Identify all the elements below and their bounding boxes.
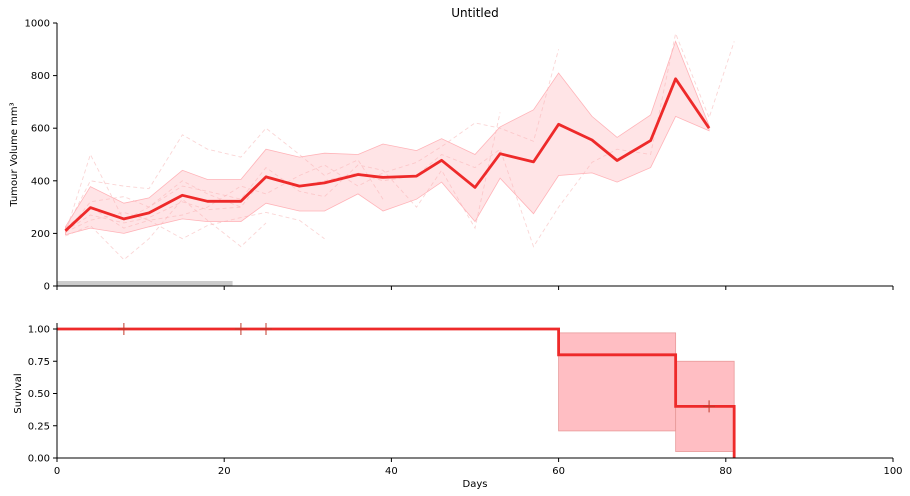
- y-tick-label: 800: [31, 71, 50, 82]
- treatment-bar: [57, 281, 233, 286]
- x-tick-label: 80: [719, 466, 732, 477]
- x-tick-label: 0: [54, 466, 60, 477]
- axes: 0 200 400 600 800 1000: [25, 19, 894, 293]
- band-area: [65, 40, 710, 236]
- individual-curve-2: [64, 127, 384, 230]
- y-tick-label: 0.50: [28, 389, 50, 400]
- y-tick-label: 400: [31, 176, 50, 187]
- x-tick-label: 40: [385, 466, 398, 477]
- individual-curve-4: [65, 49, 560, 233]
- censor-marks: [117, 323, 716, 413]
- y-tick-label: 600: [31, 124, 50, 135]
- y-tick-label: 0.75: [28, 357, 50, 368]
- ci-box-1: [558, 332, 677, 432]
- survival-plot: Survival Days 0.00 0.25 0.50 0.75 1.00 0 20 40 6…: [13, 323, 903, 490]
- mean-line: [64, 77, 711, 232]
- y-tick-label: 1.00: [28, 325, 50, 336]
- y-axis-label-survival: Survival: [13, 373, 24, 413]
- axes: 0.00 0.25 0.50 0.75 1.00 0 20 40 60 80 100: [28, 323, 903, 477]
- y-tick-label: 0.00: [28, 454, 50, 465]
- survival-confidence-interval: [558, 332, 735, 452]
- censor-mark: [234, 323, 247, 335]
- x-tick-label: 100: [883, 466, 902, 477]
- censor-mark: [703, 400, 716, 413]
- x-axis-label-days: Days: [463, 479, 488, 490]
- mean-curve: [64, 77, 711, 232]
- y-tick-label: 200: [31, 229, 50, 240]
- individual-curve-5: [65, 112, 501, 234]
- confidence-band: [65, 40, 710, 236]
- censor-mark: [117, 323, 130, 335]
- y-tick-label: 0: [44, 282, 50, 293]
- chart-title: Untitled: [451, 6, 498, 20]
- tumour-volume-plot: Untitled Tumour Volume mm³ 0 200 400 600 800…: [9, 6, 894, 293]
- y-tick-label: 0.25: [28, 421, 50, 432]
- x-tick-label: 20: [218, 466, 231, 477]
- censor-mark: [260, 323, 272, 335]
- y-axis-label-tumour-volume: Tumour Volume mm³: [9, 102, 20, 207]
- individual-curve-7: [65, 206, 325, 240]
- survival-step-curve: [57, 327, 736, 458]
- survival-line: [57, 327, 736, 458]
- y-tick-label: 1000: [25, 19, 50, 30]
- individual-curve-3: [65, 198, 267, 261]
- treatment-period: [57, 281, 233, 286]
- x-tick-label: 60: [552, 466, 565, 477]
